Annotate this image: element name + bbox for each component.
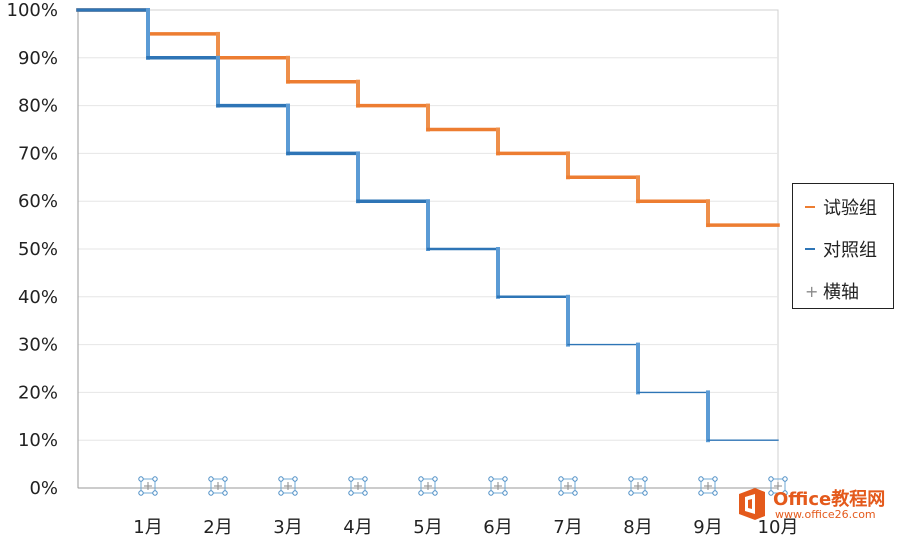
legend-label-trial: 试验组: [823, 198, 877, 219]
y-tick-label: 100%: [7, 0, 58, 21]
x-tick-label: 3月: [273, 517, 302, 535]
axis-marker-box: [770, 478, 786, 494]
office-logo-icon: [739, 488, 765, 520]
axis-marker-box: [350, 478, 366, 494]
axis-marker-handle: [222, 476, 228, 482]
axis-marker-handle: [768, 490, 774, 496]
axis-marker-handle: [362, 490, 368, 496]
axis-marker-handle: [292, 490, 298, 496]
axis-marker-handle: [432, 490, 438, 496]
axis-marker-handle: [418, 476, 424, 482]
axis-marker-handle: [208, 476, 214, 482]
y-tick-label: 90%: [18, 48, 58, 69]
axis-marker-handle: [768, 476, 774, 482]
axis-marker-handle: [782, 476, 788, 482]
watermark: Office教程网 www.office26.com: [733, 484, 898, 526]
legend-label-axis: 横轴: [823, 282, 859, 303]
axis-marker-handle: [712, 490, 718, 496]
axis-marker-handle: [222, 490, 228, 496]
legend-label-control: 对照组: [823, 240, 877, 261]
y-tick-label: 60%: [18, 191, 58, 212]
axis-marker-handle: [292, 476, 298, 482]
legend-item-trial: 试验组: [805, 196, 877, 219]
axis-marker-handle: [362, 476, 368, 482]
axis-marker-handle: [642, 490, 648, 496]
axis-marker-handle: [348, 476, 354, 482]
y-tick-label: 40%: [18, 287, 58, 308]
legend-item-axis: + 横轴: [805, 280, 859, 304]
legend-swatch-trial: [805, 206, 815, 208]
axis-marker-handle: [138, 476, 144, 482]
y-tick-label: 80%: [18, 96, 58, 117]
axis-marker-handle: [208, 490, 214, 496]
axis-marker-handle: [152, 490, 158, 496]
x-tick-label: 5月: [413, 517, 442, 535]
axis-marker-box: [700, 478, 716, 494]
x-tick-label: 1月: [133, 517, 162, 535]
axis-marker-handle: [698, 490, 704, 496]
axis-marker-handle: [572, 476, 578, 482]
axis-marker-box: [420, 478, 436, 494]
axis-marker-handle: [432, 476, 438, 482]
axis-marker-handle: [488, 476, 494, 482]
x-tick-label: 6月: [483, 517, 512, 535]
x-tick-label: 9月: [693, 517, 722, 535]
legend-item-control: 对照组: [805, 238, 877, 261]
y-tick-label: 20%: [18, 382, 58, 403]
x-tick-label: 7月: [553, 517, 582, 535]
axis-marker-handle: [558, 476, 564, 482]
axis-marker-handle: [572, 490, 578, 496]
axis-marker-handle: [628, 490, 634, 496]
y-tick-label: 10%: [18, 430, 58, 451]
y-tick-label: 50%: [18, 239, 58, 260]
x-tick-label: 4月: [343, 517, 372, 535]
x-tick-label: 10月: [758, 517, 799, 535]
axis-marker-handle: [348, 490, 354, 496]
axis-marker-handle: [782, 490, 788, 496]
axis-marker-handle: [712, 476, 718, 482]
axis-marker-handle: [138, 490, 144, 496]
axis-marker-handle: [628, 476, 634, 482]
y-tick-label: 0%: [29, 478, 58, 499]
axis-marker-handle: [488, 490, 494, 496]
axis-marker-box: [560, 478, 576, 494]
axis-marker-box: [140, 478, 156, 494]
watermark-title: Office教程网: [773, 489, 886, 510]
x-tick-label: 2月: [203, 517, 232, 535]
chart-legend: 试验组 对照组 + 横轴: [792, 183, 894, 309]
axis-marker-handle: [502, 476, 508, 482]
x-tick-label: 8月: [623, 517, 652, 535]
axis-marker-handle: [152, 476, 158, 482]
y-tick-label: 70%: [18, 143, 58, 164]
y-tick-label: 30%: [18, 335, 58, 356]
axis-marker-box: [630, 478, 646, 494]
axis-marker-handle: [278, 476, 284, 482]
plus-marker-icon: +: [805, 281, 819, 301]
axis-marker-box: [280, 478, 296, 494]
axis-marker-handle: [558, 490, 564, 496]
axis-marker-handle: [278, 490, 284, 496]
axis-marker-box: [490, 478, 506, 494]
axis-marker-box: [210, 478, 226, 494]
axis-marker-handle: [502, 490, 508, 496]
axis-marker-handle: [698, 476, 704, 482]
legend-swatch-control: [805, 248, 815, 250]
axis-marker-handle: [642, 476, 648, 482]
watermark-url: www.office26.com: [775, 508, 876, 521]
axis-marker-handle: [418, 490, 424, 496]
